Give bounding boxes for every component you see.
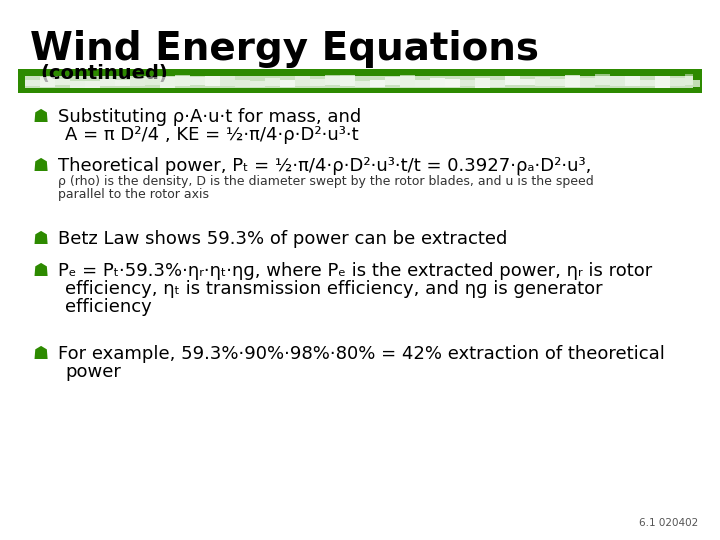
Bar xyxy=(85,80,100,88)
Text: (continued): (continued) xyxy=(40,64,168,83)
Text: Pₑ = Pₜ·59.3%·ηᵣ·ηₜ·ηɡ, where Pₑ is the extracted power, ηᵣ is rotor: Pₑ = Pₜ·59.3%·ηᵣ·ηₜ·ηɡ, where Pₑ is the … xyxy=(58,262,652,280)
Bar xyxy=(310,79,325,86)
Bar xyxy=(280,80,295,87)
Text: ☗: ☗ xyxy=(32,108,48,126)
Bar xyxy=(505,76,520,85)
Bar xyxy=(355,81,370,87)
Bar xyxy=(250,80,265,87)
Bar xyxy=(655,76,670,88)
Bar xyxy=(325,75,340,85)
Text: 6.1 020402: 6.1 020402 xyxy=(639,518,698,528)
Text: Theoretical power, Pₜ = ½·π/4·ρ·D²·u³·t/t = 0.3927·ρₐ·D²·u³,: Theoretical power, Pₜ = ½·π/4·ρ·D²·u³·t/… xyxy=(58,157,591,175)
Bar xyxy=(220,76,235,86)
Text: ☗: ☗ xyxy=(32,230,48,248)
Bar xyxy=(580,78,595,87)
Bar xyxy=(265,78,280,86)
Bar xyxy=(625,77,640,86)
Text: ρ (rho) is the density, D is the diameter swept by the rotor blades, and u is th: ρ (rho) is the density, D is the diamete… xyxy=(58,175,594,188)
Bar xyxy=(385,77,400,85)
Bar xyxy=(25,80,40,86)
Bar xyxy=(640,80,655,86)
Bar xyxy=(475,78,490,87)
Text: ☗: ☗ xyxy=(32,157,48,175)
Bar xyxy=(25,76,693,88)
Bar xyxy=(160,77,175,87)
Bar xyxy=(415,80,430,87)
Bar xyxy=(340,75,355,86)
Bar xyxy=(115,79,130,85)
Bar xyxy=(400,75,415,87)
Bar xyxy=(445,79,460,87)
Bar xyxy=(295,76,310,86)
Text: A = π D²/4 , KE = ½·π/4·ρ·D²·u³·t: A = π D²/4 , KE = ½·π/4·ρ·D²·u³·t xyxy=(65,126,359,144)
Bar xyxy=(130,78,145,86)
Text: Betz Law shows 59.3% of power can be extracted: Betz Law shows 59.3% of power can be ext… xyxy=(58,230,508,248)
Bar xyxy=(190,77,205,85)
Bar xyxy=(55,79,70,85)
Bar xyxy=(520,79,535,85)
Text: parallel to the rotor axis: parallel to the rotor axis xyxy=(58,188,209,201)
Bar xyxy=(18,69,702,93)
Text: efficiency, ηₜ is transmission efficiency, and ηɡ is generator: efficiency, ηₜ is transmission efficienc… xyxy=(65,280,603,298)
Bar xyxy=(535,77,550,86)
Bar xyxy=(595,74,610,85)
Text: ☗: ☗ xyxy=(32,262,48,280)
Bar xyxy=(40,77,55,87)
Bar xyxy=(670,78,685,85)
Bar xyxy=(145,77,160,85)
Text: ☗: ☗ xyxy=(32,345,48,363)
Bar xyxy=(693,80,700,86)
Bar xyxy=(565,75,580,86)
Bar xyxy=(70,80,85,88)
Bar xyxy=(205,76,220,85)
Bar xyxy=(610,77,625,86)
Text: For example, 59.3%·90%·98%·80% = 42% extraction of theoretical: For example, 59.3%·90%·98%·80% = 42% ext… xyxy=(58,345,665,363)
Bar xyxy=(235,79,250,87)
Bar xyxy=(430,78,445,87)
Bar xyxy=(460,80,475,86)
Bar xyxy=(175,75,190,85)
Bar xyxy=(370,80,385,87)
Bar xyxy=(550,79,565,86)
Text: efficiency: efficiency xyxy=(65,298,152,316)
Bar xyxy=(100,79,115,86)
Bar xyxy=(490,80,505,87)
Text: power: power xyxy=(65,363,121,381)
Bar xyxy=(685,73,693,85)
Text: Wind Energy Equations: Wind Energy Equations xyxy=(30,30,539,68)
Text: Substituting ρ·A·u·t for mass, and: Substituting ρ·A·u·t for mass, and xyxy=(58,108,361,126)
